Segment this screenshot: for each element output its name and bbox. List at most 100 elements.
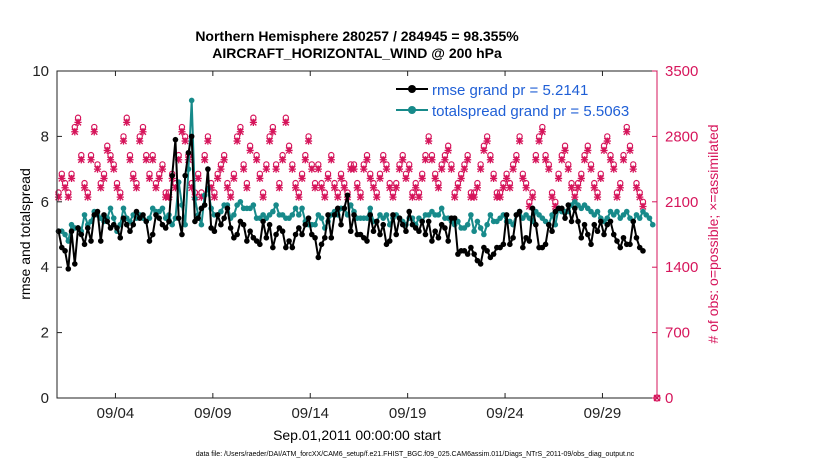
obs-assimilated-point — [227, 193, 235, 201]
obs-assimilated-point — [619, 156, 628, 164]
rmse-point — [399, 221, 406, 228]
totalspread-point — [182, 221, 188, 228]
obs-assimilated-point — [535, 137, 543, 145]
rmse-point — [279, 228, 286, 235]
obs-assimilated-point — [408, 193, 417, 201]
obs-assimilated-point — [132, 184, 141, 192]
rmse-point — [630, 218, 637, 225]
totalspread-point — [289, 212, 296, 218]
obs-assimilated-point — [639, 202, 647, 211]
obs-assimilated-point — [233, 137, 241, 145]
obs-assimilated-point — [178, 128, 186, 136]
obs-assimilated-point — [395, 165, 404, 173]
obs-assimilated-point — [158, 165, 167, 173]
obs-assimilated-point — [499, 184, 507, 192]
obs-assimilated-point — [509, 165, 517, 173]
obs-assimilated-point — [256, 174, 264, 183]
rmse-point — [562, 215, 568, 221]
obs-assimilated-point — [74, 118, 82, 126]
rmse-point — [344, 192, 351, 199]
obs-assimilated-point — [584, 146, 592, 155]
totalspread-point — [614, 208, 620, 215]
y-tick-label: 10 — [32, 63, 49, 80]
y2-tick-label: 2100 — [665, 194, 698, 211]
obs-assimilated-point — [253, 156, 261, 164]
obs-assimilated-point — [366, 174, 374, 183]
y2-tick-label: 2800 — [665, 128, 698, 145]
obs-assimilated-point — [428, 156, 436, 164]
obs-assimilated-point — [285, 146, 293, 155]
rmse-point — [445, 238, 451, 244]
rmse-point — [221, 215, 227, 221]
rmse-point — [341, 205, 348, 212]
obs-assimilated-point — [301, 156, 309, 164]
obs-assimilated-point — [528, 193, 537, 201]
rmse-point — [588, 241, 594, 248]
rmse-point — [584, 231, 591, 238]
totalspread-point — [159, 205, 166, 212]
obs-assimilated-point — [538, 128, 546, 136]
totalspread-point — [299, 205, 305, 212]
totalspread-point — [649, 221, 656, 228]
obs-assimilated-point — [405, 165, 413, 173]
obs-assimilated-point — [389, 193, 397, 201]
totalspread-point — [237, 199, 244, 205]
rmse-point — [526, 238, 533, 244]
obs-assimilated-point — [288, 165, 296, 173]
obs-assimilated-point — [262, 165, 270, 173]
rmse-point — [65, 266, 72, 272]
rmse-point — [591, 221, 598, 228]
rmse-point — [140, 212, 146, 218]
rmse-point — [477, 261, 484, 267]
totalspread-point — [435, 212, 442, 218]
totalspread-point — [594, 208, 601, 215]
obs-assimilated-point — [236, 128, 244, 136]
obs-assimilated-point — [155, 174, 163, 183]
rmse-point — [120, 215, 127, 221]
rmse-point — [273, 231, 279, 238]
obs-assimilated-point — [632, 184, 641, 192]
obs-assimilated-point — [126, 156, 134, 164]
totalspread-point — [198, 221, 205, 228]
axes: 0 2 4 6 8 10 0 700 1400 2100 2800 3500 09/04 09/09 09/… — [32, 63, 698, 422]
rmse-point — [211, 228, 218, 235]
rmse-point — [130, 221, 137, 228]
obs-assimilated-point — [551, 202, 559, 211]
obs-assimilated-point — [334, 193, 342, 201]
obs-assimilated-point — [67, 174, 76, 183]
obs-assimilated-point — [574, 184, 582, 192]
rmse-point — [568, 218, 575, 225]
rmse-point — [270, 244, 276, 251]
rmse-point — [390, 212, 396, 218]
obs-assimilated-point — [460, 165, 469, 173]
obs-assimilated-point — [441, 156, 449, 164]
y2-tick-label: 0 — [665, 390, 673, 407]
obs-assimilated-point — [571, 193, 579, 201]
totalspread-point — [318, 215, 325, 221]
obs-assimilated-point — [340, 184, 348, 192]
rmse-point — [416, 228, 422, 235]
obs-assimilated-point — [188, 184, 196, 192]
rmse-point — [442, 225, 448, 231]
obs-assimilated-point — [149, 156, 157, 164]
rmse-point — [571, 205, 578, 212]
obs-assimilated-point — [515, 137, 524, 145]
rmse-point — [75, 225, 81, 231]
rmse-point — [188, 133, 195, 140]
rmse-point — [318, 241, 325, 248]
rmse-point — [520, 244, 526, 251]
obs-assimilated-point — [207, 184, 215, 192]
obs-assimilated-point — [587, 165, 595, 173]
obs-assimilated-point — [317, 184, 326, 192]
rmse-point — [260, 218, 266, 225]
obs-assimilated-point — [84, 193, 92, 201]
rmse-point — [451, 215, 458, 221]
rmse-point — [123, 221, 130, 228]
rmse-point — [640, 248, 646, 254]
x-tick-label: 09/14 — [291, 405, 329, 422]
rmse-point — [578, 234, 585, 241]
obs-assimilated-point — [486, 156, 494, 164]
rmse-point — [422, 231, 429, 238]
obs-assimilated-point — [399, 156, 407, 164]
obs-assimilated-point — [597, 174, 605, 183]
